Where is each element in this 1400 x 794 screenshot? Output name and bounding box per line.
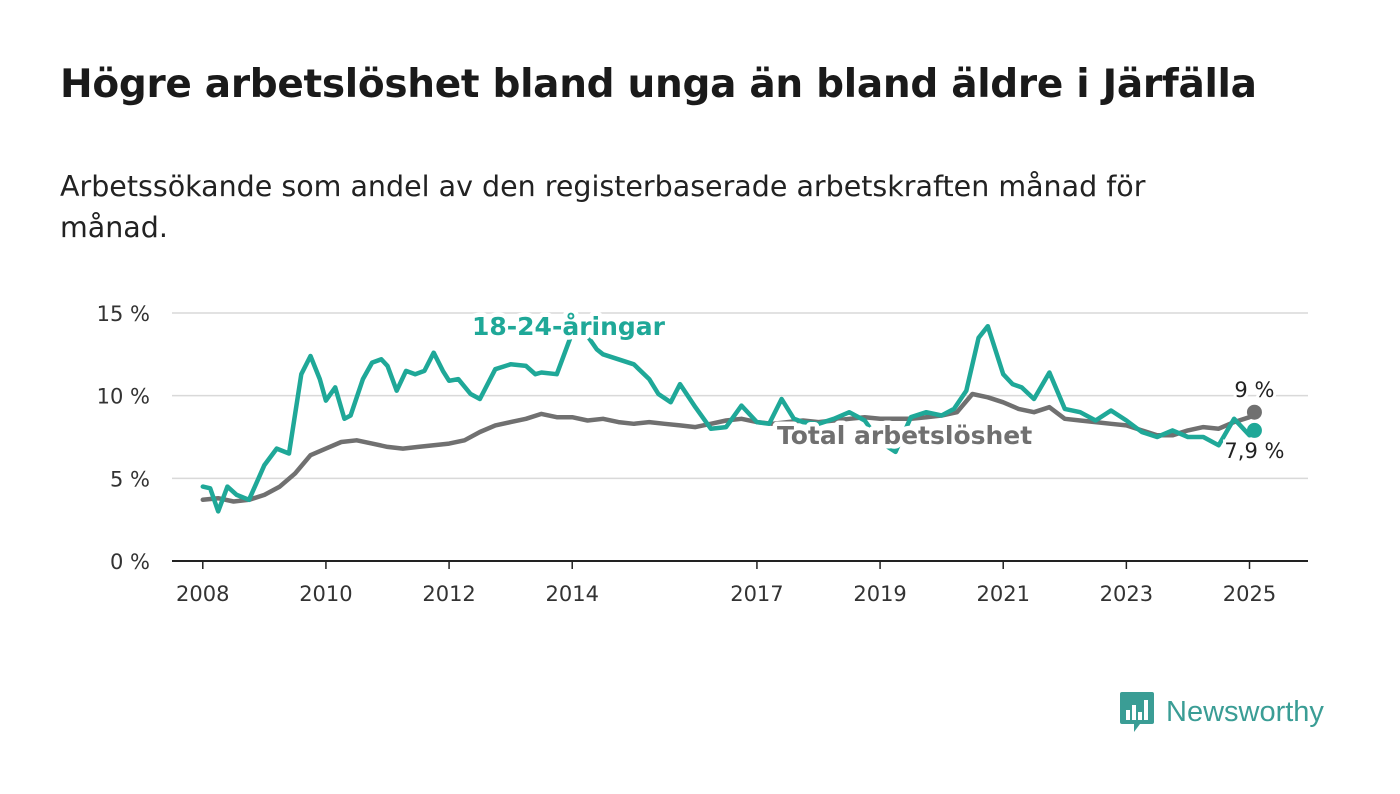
x-tick-label: 2025 <box>1223 582 1276 606</box>
youth-end-point <box>1246 422 1262 438</box>
x-tick-label: 2017 <box>730 582 783 606</box>
x-tick-label: 2008 <box>176 582 229 606</box>
youth-end-label: 7,9 % <box>1224 439 1284 463</box>
total-series-label: Total arbetslöshet <box>777 421 1032 450</box>
y-tick-label: 15 % <box>97 302 150 326</box>
brand-name: Newsworthy <box>1166 695 1324 728</box>
newsworthy-logo: Newsworthy <box>1118 690 1324 734</box>
youth-series-line <box>200 323 1257 514</box>
series-labels: Total arbetslöshet 18-24-åringar 9 % 7,9 % <box>468 308 1288 467</box>
x-tick-label: 2023 <box>1100 582 1153 606</box>
axes: 0 % 5 % 10 % 15 % 2008 2010 2012 2014 2017 2019 20… <box>97 302 1308 606</box>
x-tick-label: 2021 <box>976 582 1029 606</box>
chart-subtitle: Arbetssökande som andel av den registerb… <box>60 170 1146 244</box>
youth-series-label: 18-24-åringar <box>472 312 666 341</box>
y-tick-label: 0 % <box>110 550 150 574</box>
total-end-label: 9 % <box>1234 378 1274 402</box>
x-tick-label: 2014 <box>545 582 598 606</box>
y-tick-label: 10 % <box>97 385 150 409</box>
chart-title: Högre arbetslöshet bland unga än bland ä… <box>60 62 1257 107</box>
x-tick-label: 2012 <box>422 582 475 606</box>
x-tick-label: 2019 <box>853 582 906 606</box>
grid-lines <box>172 312 1308 480</box>
bar-chart-speech-icon <box>1120 692 1154 732</box>
y-tick-label: 5 % <box>110 467 150 491</box>
total-series-line <box>200 391 1257 504</box>
series-lines <box>200 323 1262 514</box>
total-end-point <box>1246 404 1262 420</box>
x-tick-label: 2010 <box>299 582 352 606</box>
